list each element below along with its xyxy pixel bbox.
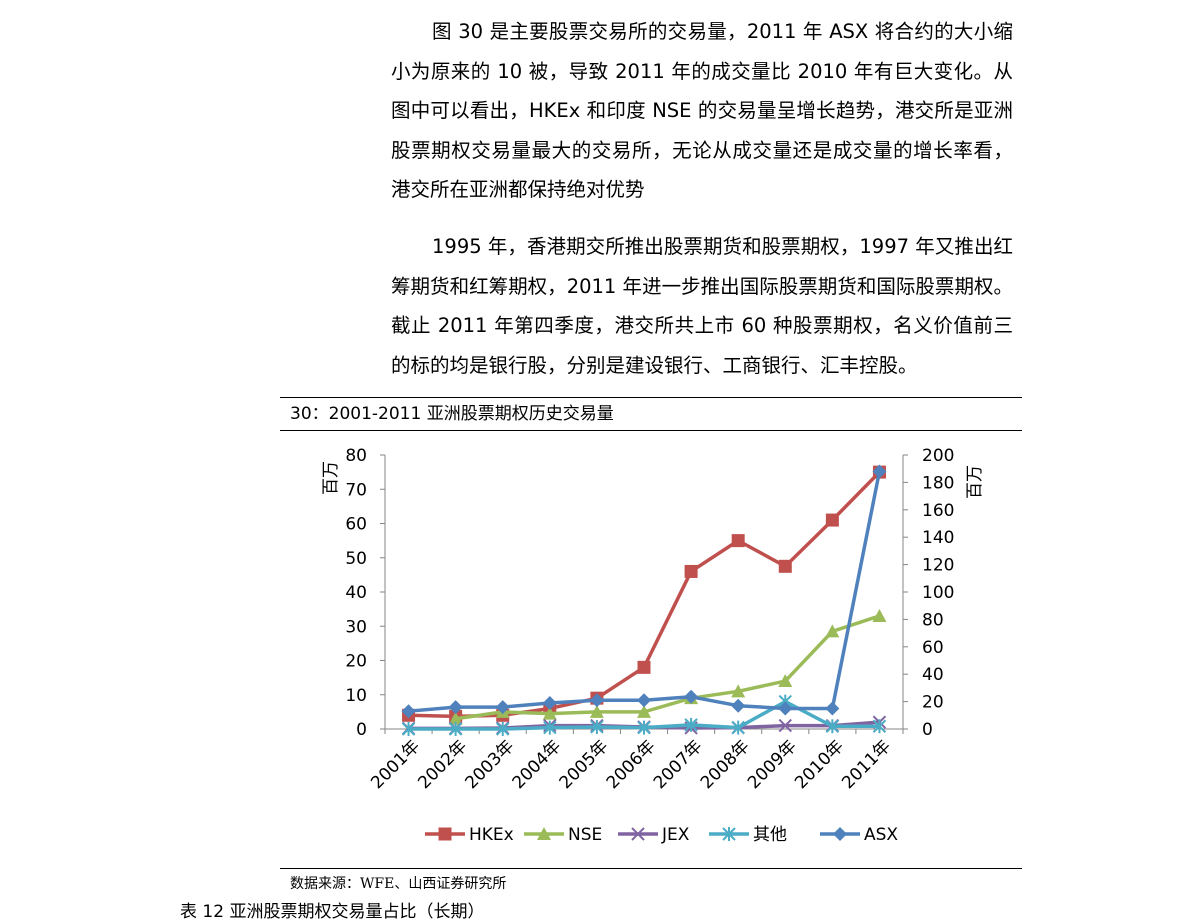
data-point-hkex <box>778 559 792 573</box>
data-point-asx <box>825 701 840 716</box>
series-line-hkex <box>408 470 881 719</box>
data-point-asx <box>589 693 604 708</box>
data-point-nse <box>731 684 746 698</box>
legend-label-nse: NSE <box>568 825 602 845</box>
data-point-hkex <box>825 513 839 527</box>
legend-label-jex: JEX <box>661 825 690 845</box>
data-point-other <box>637 720 651 735</box>
data-point-other <box>872 719 887 734</box>
legend-marker-hkex <box>438 827 452 841</box>
right-axis-tick-label: 100 <box>922 583 954 603</box>
right-axis-tick-label: 160 <box>922 501 954 521</box>
body-paragraph-1: 图 30 是主要股票交易所的交易量，2011 年 ASX 将合约的大小缩小为原来… <box>391 20 1013 201</box>
data-point-other <box>590 719 604 734</box>
body-paragraph-2: 1995 年，香港期交所推出股票期货和股票期权，1997 年又推出红筹期货和红筹… <box>391 235 1013 377</box>
legend-label-other: 其他 <box>753 825 787 845</box>
legend-marker-asx <box>833 827 847 841</box>
data-point-hkex <box>637 660 651 674</box>
right-axis-tick-label: 40 <box>922 665 944 685</box>
data-point-other <box>825 719 840 734</box>
left-axis-tick-label: 0 <box>356 720 367 740</box>
data-point-asx <box>542 695 557 710</box>
legend-marker-jex <box>631 827 645 841</box>
data-point-asx <box>448 700 463 715</box>
left-axis-tick-label: 70 <box>345 480 367 500</box>
left-axis-tick-label: 60 <box>345 515 367 535</box>
data-point-nse <box>589 704 604 718</box>
x-axis-tick-label: 2004年 <box>509 736 566 793</box>
data-point-hkex <box>684 564 698 578</box>
data-point-asx <box>637 693 651 708</box>
x-axis-tick-label: 2001年 <box>367 736 424 793</box>
x-axis-tick-label: 2007年 <box>650 736 707 793</box>
left-axis-tick-label: 10 <box>345 686 367 706</box>
right-axis-tick-label: 60 <box>922 638 944 658</box>
data-point-other <box>731 720 745 735</box>
data-point-asx <box>401 704 416 719</box>
data-point-asx <box>778 701 793 716</box>
data-point-nse <box>778 674 793 688</box>
right-axis-tick-label: 200 <box>922 446 954 466</box>
line-chart: 0 10 20 30 40 50 60 70 80 0 20 40 60 80 100 120 140 160 18… <box>321 446 985 845</box>
left-axis-tick-label: 40 <box>345 583 367 603</box>
data-point-other <box>543 720 557 735</box>
legend-label-hkex: HKEx <box>469 825 514 845</box>
right-axis-tick-label: 120 <box>922 556 954 576</box>
x-axis-tick-label: 2009年 <box>744 736 801 793</box>
right-axis-title: 百万 <box>965 465 985 499</box>
left-axis-tick-label: 80 <box>345 446 367 466</box>
left-axis-tick-label: 50 <box>345 549 367 569</box>
data-point-asx <box>872 464 887 479</box>
right-axis-tick-label: 80 <box>922 610 944 630</box>
x-axis-tick-label: 2006年 <box>603 736 660 793</box>
chart-bottom-rule <box>280 868 1022 869</box>
legend-label-asx: ASX <box>864 825 898 845</box>
chart-title-rule <box>280 430 1022 431</box>
x-axis-tick-label: 2010年 <box>791 736 848 793</box>
next-table-title: 表 12 亚洲股票期权交易量占比（长期） <box>180 902 485 922</box>
chart-top-rule <box>280 397 1022 398</box>
data-point-other <box>448 722 463 736</box>
data-point-asx <box>684 689 699 704</box>
data-point-nse <box>542 706 557 720</box>
chart-title: 30：2001-2011 亚洲股票期权历史交易量 <box>290 404 614 424</box>
data-point-other <box>496 722 510 736</box>
data-point-jex <box>778 718 792 733</box>
data-point-nse <box>872 608 887 622</box>
right-axis-tick-label: 0 <box>922 720 933 740</box>
x-axis-tick-label: 2003年 <box>462 736 519 793</box>
left-axis-tick-label: 20 <box>345 652 367 672</box>
right-axis-tick-label: 180 <box>922 473 954 493</box>
legend-marker-nse <box>537 827 551 840</box>
data-point-nse <box>448 711 463 725</box>
left-axis-tick-label: 30 <box>345 617 367 637</box>
right-axis-tick-label: 20 <box>922 693 944 713</box>
data-source: 数据来源：WFE、山西证券研究所 <box>290 876 507 892</box>
x-axis-tick-label: 2005年 <box>556 736 613 793</box>
x-axis-tick-label: 2002年 <box>414 736 471 793</box>
series-line-asx <box>408 471 882 713</box>
data-point-asx <box>731 698 746 713</box>
x-axis-tick-label: 2011年 <box>838 736 895 793</box>
x-axis-tick-label: 2008年 <box>697 736 754 793</box>
left-axis-title: 百万 <box>321 461 341 495</box>
right-axis-tick-label: 140 <box>922 528 954 548</box>
data-point-asx <box>495 700 510 715</box>
data-point-other <box>684 717 698 732</box>
data-point-nse <box>825 624 840 638</box>
series-line-nse <box>455 614 880 721</box>
data-point-other <box>401 722 416 736</box>
data-point-nse <box>637 704 651 718</box>
legend-marker-other <box>722 827 736 841</box>
data-point-hkex <box>731 534 745 548</box>
